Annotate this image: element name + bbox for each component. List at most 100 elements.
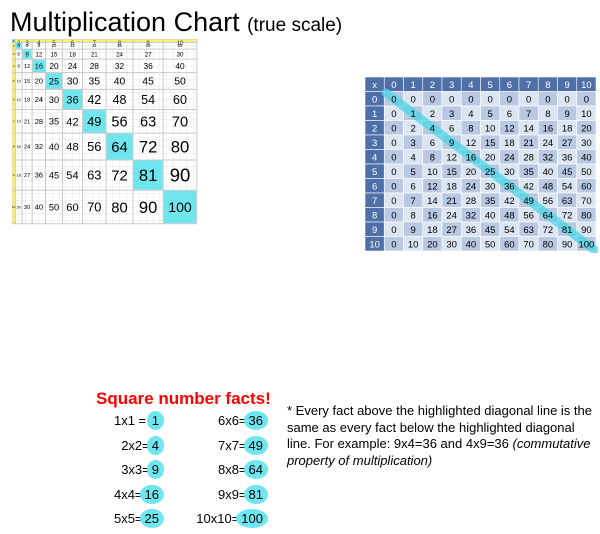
- table-cell-value: 24: [466, 181, 477, 192]
- chart-cell-value: 8: [38, 43, 41, 48]
- table-cell-value: 56: [523, 210, 534, 221]
- chart-cell-value: 49: [87, 114, 101, 129]
- table-cell-value: 24: [543, 138, 554, 149]
- table-cell-value: 10: [369, 239, 380, 250]
- table-cell-value: 45: [562, 167, 573, 178]
- table-cell-value: 35: [523, 167, 534, 178]
- table-cell-value: 2: [430, 109, 435, 120]
- table-cell-value: 9: [449, 138, 454, 149]
- table-cell-value: 0: [391, 123, 396, 134]
- square-highlight-100: [163, 190, 197, 224]
- chart-cell-value: 35: [49, 117, 59, 127]
- table-cell-value: 0: [391, 138, 396, 149]
- table-cell-value: 4: [468, 109, 473, 120]
- chart-cell-value: 20: [178, 43, 183, 48]
- chart-cell-value: 6: [18, 52, 21, 57]
- table-cell-value: 9: [564, 109, 569, 120]
- chart-cell-value: 80: [171, 138, 190, 157]
- chart-cell-value: 21: [91, 51, 98, 58]
- fact-equation: 8x8=: [217, 462, 247, 477]
- table-cell-value: 2: [372, 123, 377, 134]
- chart-cell-value: 45: [142, 77, 154, 88]
- table-cell-value: 80: [581, 210, 592, 221]
- table-cell-value: 72: [543, 225, 554, 236]
- chart-cell-value: 42: [66, 116, 78, 128]
- fact-result: 16: [139, 484, 165, 504]
- note-italic: (commutative property of multiplication): [287, 436, 591, 468]
- chart-cell-value: 32: [35, 142, 43, 151]
- square-fact: 2x2= 4: [121, 435, 165, 455]
- table-cell-value: 0: [391, 210, 396, 221]
- table-cell-value: 45: [485, 225, 496, 236]
- table-cell-value: 60: [504, 239, 515, 250]
- chart-top-header-number: 2: [17, 41, 21, 47]
- table-cell-value: 0: [391, 80, 396, 91]
- chart-cell-value: 21: [24, 119, 30, 125]
- table-cell-value: 81: [562, 225, 573, 236]
- table-cell-value: 70: [581, 196, 592, 207]
- table-cell-value: 4: [468, 80, 473, 91]
- fact-equation: 7x7=: [217, 437, 247, 453]
- table-cell-value: 0: [372, 94, 377, 105]
- chart-cell-value: 27: [145, 51, 152, 58]
- chart-cell-value: 30: [24, 205, 30, 211]
- table-cell-value: 70: [523, 239, 534, 250]
- table-cell-value: 63: [523, 225, 534, 236]
- chart-cell-value: 15: [51, 51, 58, 58]
- chart-cell-value: 72: [111, 168, 127, 184]
- table-cell-value: 8: [468, 123, 473, 134]
- chart-cell-value: 40: [35, 203, 43, 212]
- table-cell-value: 0: [391, 109, 396, 120]
- table-cell-value: 56: [543, 196, 554, 207]
- table-cell-value: 5: [487, 109, 492, 120]
- table-cell-value: 0: [564, 94, 569, 105]
- table-cell-value: 8: [545, 80, 550, 91]
- fact-equation: 4x4=: [113, 486, 143, 502]
- square-fact: 6x6= 36: [218, 411, 269, 430]
- fact-result: 25: [139, 509, 165, 528]
- table-cell-value: 9: [410, 225, 415, 236]
- table-cell-value: 0: [391, 167, 396, 178]
- fact-result: 36: [243, 411, 269, 430]
- table-cell-value: 2: [430, 80, 435, 91]
- chart-cell-value: 15: [24, 79, 30, 85]
- table-cell-value: 0: [507, 94, 512, 105]
- chart-cell-value: 100: [168, 199, 192, 215]
- square-fact: 8x8= 64: [217, 460, 269, 479]
- table-cell-value: 10: [485, 123, 496, 134]
- chart-cell-value: 54: [141, 93, 155, 107]
- table-cell-value: 40: [466, 239, 477, 250]
- table-cell-value: 80: [543, 239, 554, 250]
- chart-cell-value: 14: [17, 120, 21, 124]
- chart-cell-value: 48: [113, 93, 127, 107]
- chart-cell-value: 72: [139, 138, 157, 157]
- table-cell-value: 0: [391, 152, 396, 163]
- table-cell-value: 10: [408, 239, 419, 250]
- chart-cell-value: 27: [24, 173, 30, 179]
- chart-top-header-number: 10: [177, 41, 184, 47]
- chart-cell-value: 14: [92, 43, 97, 48]
- square-highlight-16: [32, 59, 46, 73]
- table-cell-value: 48: [543, 181, 554, 192]
- table-cell-value: 3: [410, 138, 415, 149]
- table-cell-value: 4: [430, 123, 435, 134]
- table-cell-value: 90: [581, 225, 592, 236]
- table-cell-value: 20: [427, 239, 438, 250]
- chart-cell-value: 10: [12, 205, 16, 209]
- table-cell-value: 54: [562, 181, 573, 192]
- diagonal-highlight: [381, 88, 598, 253]
- table-cell-value: 72: [562, 210, 573, 221]
- chart-cell-value: 1: [13, 39, 15, 43]
- table-cell-value: 8: [545, 109, 550, 120]
- table-cell-value: 12: [427, 181, 438, 192]
- table-cell-value: 0: [410, 94, 415, 105]
- chart-cell-value: 8: [18, 63, 21, 68]
- table-cell-value: 28: [523, 152, 534, 163]
- chart-cell-value: 63: [87, 168, 101, 183]
- fact-result: 81: [243, 484, 269, 504]
- table-cell-value: 7: [410, 196, 415, 207]
- square-highlight-4: [15, 42, 22, 49]
- table-cell-value: 35: [485, 196, 496, 207]
- table-cell-value: 30: [504, 167, 515, 178]
- square-highlight-25: [46, 73, 62, 89]
